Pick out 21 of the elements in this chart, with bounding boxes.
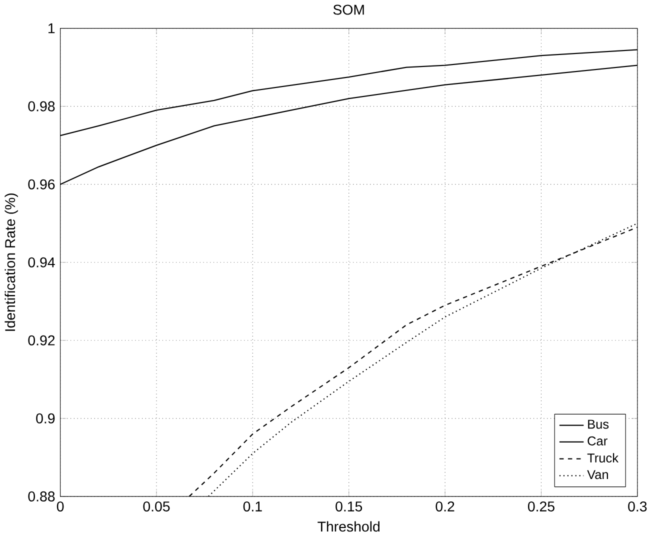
y-tick-label: 0.98 (28, 101, 55, 112)
legend-label: Van (587, 470, 608, 479)
y-tick-label: 0.9 (36, 413, 55, 424)
y-axis-title: Identification Rate (%) (4, 193, 18, 331)
x-tick-label: 0.3 (628, 501, 647, 512)
y-tick-label: 0.92 (28, 335, 55, 346)
legend-label: Truck (587, 452, 619, 462)
y-tick-label: 0.94 (28, 257, 55, 268)
legend-label: Car (588, 436, 608, 446)
legend-label: Bus (588, 420, 609, 429)
y-tick-label: 0.88 (28, 491, 55, 502)
x-tick-label: 0.05 (143, 501, 170, 512)
x-tick-label: 0.2 (436, 501, 454, 512)
y-tick-label: 0.96 (28, 179, 55, 190)
x-axis-title: Threshold (318, 521, 380, 532)
x-tick-label: 0.25 (528, 501, 554, 512)
x-tick-label: 0.1 (243, 501, 262, 512)
x-tick-label: 0.15 (336, 501, 362, 512)
chart-title: SOM (333, 4, 364, 15)
y-tick-label: 1 (48, 23, 55, 33)
x-tick-label: 0 (56, 501, 64, 512)
